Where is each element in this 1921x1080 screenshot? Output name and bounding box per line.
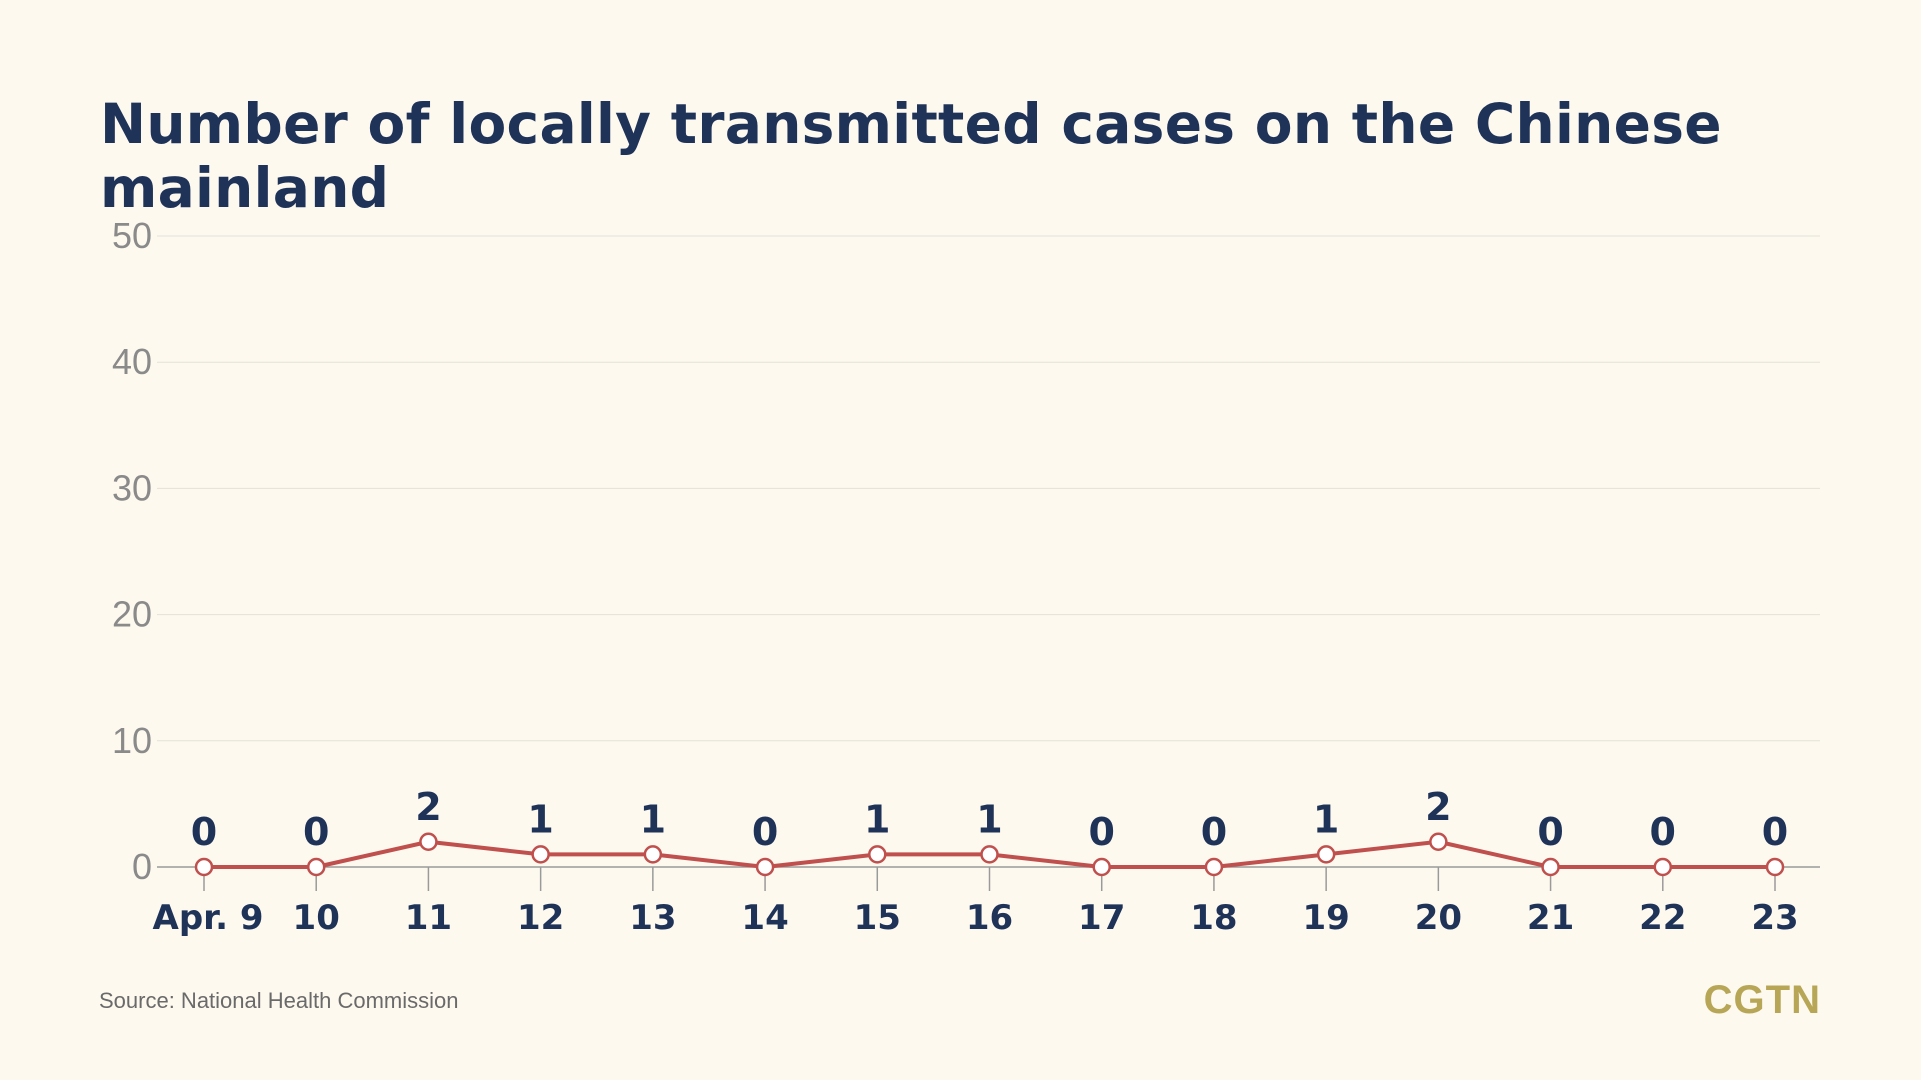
data-point (868, 845, 887, 864)
data-label: 1 (864, 797, 890, 841)
x-tick-label: Apr. 9 (153, 898, 264, 938)
data-label: 0 (1762, 810, 1788, 854)
data-point (755, 857, 775, 877)
data-point (1316, 845, 1336, 864)
data-point (419, 832, 438, 852)
data-point (980, 845, 999, 864)
data-label: 2 (415, 785, 441, 829)
data-point (1765, 857, 1785, 877)
data-label: 0 (303, 810, 329, 854)
x-tick-label: 19 (1302, 898, 1349, 938)
data-labels: 0 0 2 1 1 0 1 1 0 0 1 2 0 0 0 (191, 785, 1788, 854)
y-tick-label: 50 (112, 215, 152, 256)
x-tick-label: 10 (293, 898, 340, 938)
y-tick-label: 20 (112, 594, 152, 635)
x-tick-label: 20 (1415, 898, 1462, 938)
data-point (306, 857, 326, 877)
x-tick-label: 13 (629, 898, 676, 938)
data-point (1653, 857, 1673, 877)
x-tick-label: 15 (854, 898, 901, 938)
y-tick-label: 0 (132, 846, 152, 887)
x-tick-label: 12 (517, 898, 564, 938)
data-point (1204, 857, 1224, 877)
y-tick-label: 30 (112, 467, 152, 508)
data-point (1092, 857, 1111, 877)
data-label: 0 (1201, 810, 1227, 854)
gridlines (157, 235, 1820, 742)
x-axis-ticks: Apr. 9 10 11 12 13 14 15 16 17 18 19 20 21 22 23 (153, 867, 1799, 938)
series-points (194, 832, 1785, 877)
data-label: 0 (1537, 810, 1563, 854)
chart-title: Number of locally transmitted cases on t… (100, 92, 1722, 220)
x-tick-label: 22 (1639, 898, 1686, 938)
data-label: 0 (1650, 810, 1676, 854)
x-tick-label: 11 (405, 898, 452, 938)
x-tick-label: 16 (966, 898, 1013, 938)
data-label: 1 (976, 797, 1002, 841)
data-label: 1 (640, 797, 666, 841)
data-label: 2 (1425, 785, 1451, 829)
y-tick-label: 10 (112, 720, 152, 761)
y-tick-label: 40 (112, 341, 152, 382)
y-axis-ticks: 0 10 20 30 40 50 (112, 215, 152, 887)
x-tick-label: 18 (1190, 898, 1237, 938)
data-label: 0 (752, 810, 778, 854)
source-note: Source: National Health Commission (99, 988, 459, 1013)
data-point (643, 845, 663, 864)
x-tick-label: 17 (1078, 898, 1125, 938)
x-tick-label: 23 (1751, 898, 1798, 938)
cgtn-logo: CGTN (1703, 978, 1821, 1022)
data-label: 0 (1088, 810, 1114, 854)
data-label: 1 (527, 797, 553, 841)
data-point (531, 845, 550, 864)
data-point (194, 857, 214, 877)
data-point (1541, 857, 1560, 877)
x-tick-label: 14 (741, 898, 788, 938)
data-label: 0 (191, 810, 217, 854)
data-label: 1 (1313, 797, 1339, 841)
data-point (1429, 832, 1448, 852)
x-tick-label: 21 (1527, 898, 1574, 938)
